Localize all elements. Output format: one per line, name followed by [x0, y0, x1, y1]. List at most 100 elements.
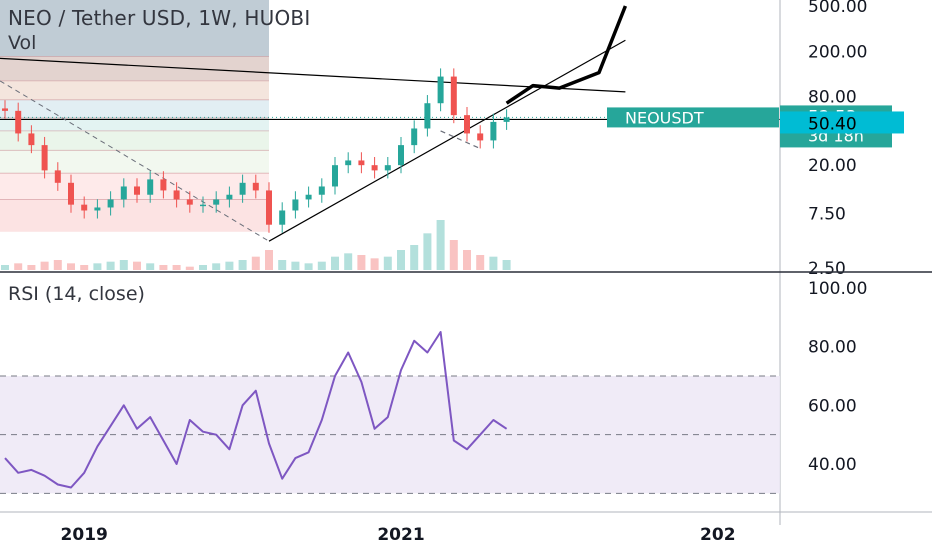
candle-body — [186, 199, 193, 205]
rsi-tick-label: 40.00 — [808, 455, 857, 475]
volume-bar — [370, 258, 379, 270]
fib-zone — [0, 0, 269, 57]
trendline — [440, 130, 481, 150]
candle-body — [120, 186, 127, 200]
time-tick-label: 202 — [700, 525, 736, 545]
volume-bar — [317, 261, 326, 270]
volume-bar — [278, 260, 287, 270]
trendline — [0, 57, 626, 93]
volume-bar — [199, 265, 207, 270]
price-tick-label: 20.00 — [808, 156, 857, 176]
fib-zone — [0, 150, 269, 174]
candle-body — [450, 76, 457, 116]
candle-body — [292, 199, 299, 211]
volume-bar — [331, 256, 339, 270]
candle-body — [107, 199, 114, 208]
level-price-value: 50.40 — [808, 114, 857, 134]
candle-body — [437, 76, 444, 104]
volume-bar — [304, 263, 313, 270]
volume-bar — [1, 265, 9, 270]
volume-bar — [40, 261, 49, 270]
candle-body — [305, 194, 312, 200]
price-tick-label: 200.00 — [808, 42, 867, 62]
price-tick-label: 2.50 — [808, 259, 846, 279]
time-tick-label: 2019 — [61, 525, 108, 545]
trendline — [0, 80, 270, 242]
volume-bar — [423, 233, 432, 270]
candle-body — [318, 186, 325, 195]
candle-body — [332, 165, 338, 187]
candle-body — [226, 194, 233, 200]
candle-body — [28, 133, 35, 146]
volume-label: Vol — [8, 32, 37, 54]
fib-zone — [0, 117, 269, 131]
candle-body — [239, 182, 246, 195]
candle-body — [134, 186, 140, 195]
fib-zone — [0, 130, 269, 151]
volume-bar — [67, 263, 75, 270]
volume-bar — [238, 260, 247, 270]
candle-body — [147, 179, 154, 195]
volume-bar — [159, 265, 168, 270]
candle-body — [398, 145, 404, 166]
candle-body — [464, 115, 470, 134]
volume-bar — [27, 265, 36, 270]
volume-bar — [383, 256, 392, 270]
candle-body — [160, 179, 167, 191]
volume-bar — [502, 260, 511, 270]
volume-bar — [185, 266, 194, 270]
candle-body — [213, 199, 220, 205]
candle-body — [2, 108, 8, 111]
fib-zone — [0, 99, 269, 118]
candle-body — [252, 182, 259, 191]
volume-bar — [119, 260, 128, 270]
candle-body — [358, 160, 365, 166]
candle-body — [345, 160, 352, 166]
rsi-title: RSI (14, close) — [8, 283, 145, 305]
rsi-tick-label: 80.00 — [808, 338, 857, 358]
volume-bar — [53, 260, 62, 270]
level-price-tag — [780, 111, 904, 134]
symbol-tag — [607, 107, 779, 128]
volume-bar — [489, 256, 498, 270]
price-tick-label: 7.50 — [808, 205, 846, 225]
candle-body — [503, 117, 510, 122]
candle-body — [477, 133, 484, 141]
trendline — [268, 39, 626, 242]
candle-body — [200, 204, 206, 207]
volume-bar — [397, 250, 405, 270]
volume-bar — [449, 240, 458, 270]
projection-curve — [505, 5, 628, 105]
candle-body — [54, 170, 61, 183]
fib-zone — [0, 80, 269, 100]
time-tick-label: 2021 — [377, 525, 424, 545]
volume-bar — [476, 255, 485, 270]
candle-body — [490, 121, 497, 141]
volume-bar — [146, 263, 155, 270]
volume-bar — [410, 245, 419, 270]
candle-body — [81, 204, 88, 211]
chart-title: NEO / Tether USD, 1W, HUOBI — [8, 6, 311, 30]
candle-body — [279, 210, 286, 225]
fib-zone — [0, 199, 269, 232]
volume-bar — [265, 250, 273, 270]
volume-bar — [172, 265, 181, 270]
symbol-label: NEOUSDT — [625, 108, 704, 127]
candle-body — [41, 145, 48, 171]
volume-bar — [106, 261, 115, 270]
volume-bar — [251, 256, 260, 270]
volume-bar — [463, 250, 471, 270]
price-tick-label: 80.00 — [808, 88, 857, 108]
volume-bar — [225, 261, 234, 270]
candle-body — [384, 165, 391, 171]
price-tick-label: 500.00 — [808, 0, 867, 17]
candle-body — [94, 207, 101, 211]
candle-body — [411, 128, 418, 146]
candle-body — [173, 190, 180, 200]
volume-bar — [436, 220, 445, 270]
volume-bar — [133, 261, 141, 270]
candle-body — [371, 165, 378, 171]
candle-body — [15, 110, 22, 134]
volume-bar — [212, 263, 221, 270]
